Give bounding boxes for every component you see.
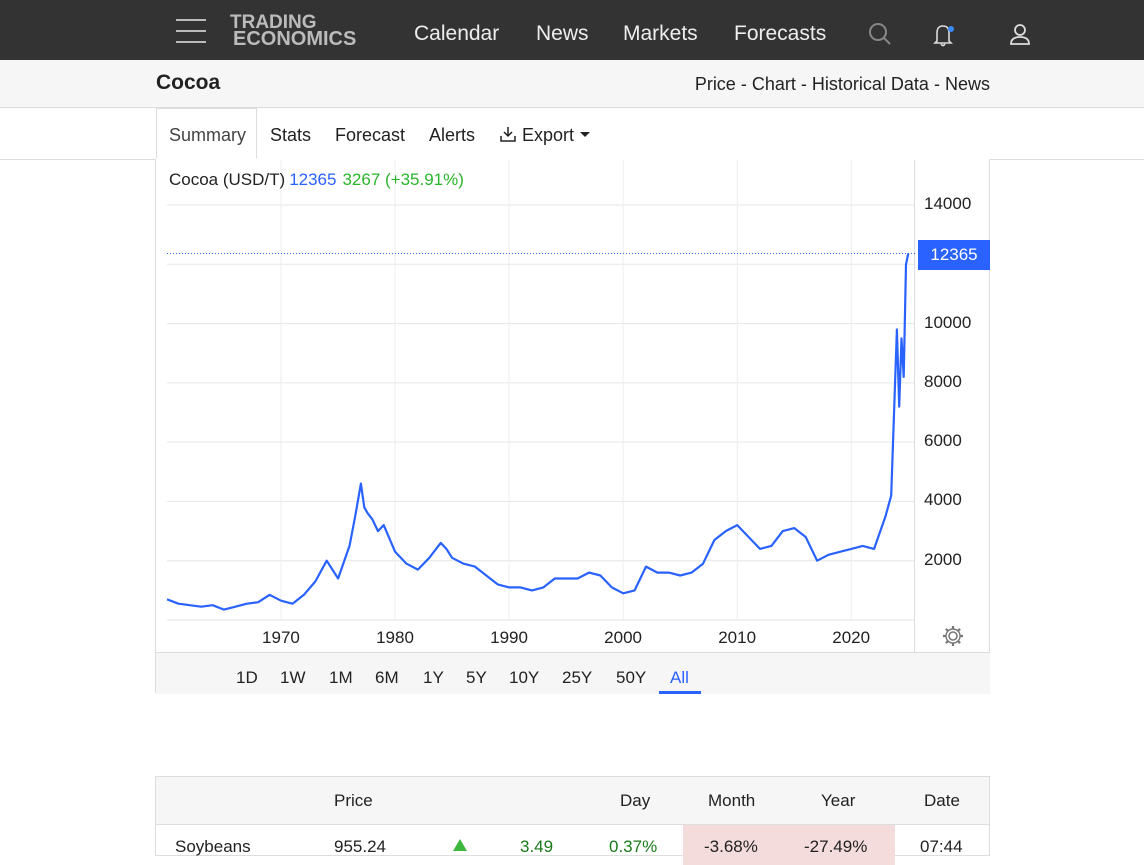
x-tick-label: 2010 bbox=[718, 628, 757, 647]
range-50y-button[interactable]: 50Y bbox=[616, 668, 647, 687]
range-6m-button[interactable]: 6M bbox=[375, 668, 399, 687]
separator: - bbox=[740, 74, 747, 94]
x-tick-label: 2020 bbox=[832, 628, 871, 647]
last-price-tag: 12365 bbox=[918, 240, 990, 270]
user-account-icon[interactable] bbox=[1008, 22, 1032, 46]
y-tick-label: 4000 bbox=[924, 490, 962, 510]
x-tick-label: 2000 bbox=[604, 628, 642, 647]
range-1w-button[interactable]: 1W bbox=[280, 668, 306, 687]
nav-markets-link[interactable]: Markets bbox=[623, 22, 698, 45]
y-tick-label: 14000 bbox=[924, 194, 972, 213]
legend-change: 3267 (+35.91%) bbox=[342, 170, 464, 189]
series-line-cocoa bbox=[166, 253, 910, 611]
range-1d-button[interactable]: 1D bbox=[236, 668, 258, 687]
y-tick-label: 6000 bbox=[924, 431, 962, 451]
x-tick-label: 1970 bbox=[262, 628, 300, 647]
section-links: Price - Chart - Historical Data - News bbox=[695, 74, 990, 95]
chart-grid bbox=[167, 160, 914, 621]
col-price-header: Price bbox=[334, 791, 373, 810]
site-logo[interactable]: TRADING ECONOMICS bbox=[230, 12, 357, 50]
col-year-header: Year bbox=[821, 791, 856, 810]
price-chart[interactable] bbox=[0, 0, 1144, 700]
row-month: -3.68% bbox=[704, 837, 758, 856]
top-navbar: TRADING ECONOMICS Calendar News Markets … bbox=[0, 0, 1144, 60]
legend-series-name: Cocoa (USD/T) bbox=[169, 170, 286, 189]
historical-data-link[interactable]: Historical Data bbox=[811, 74, 929, 94]
row-day: 0.37% bbox=[609, 837, 658, 856]
caret-down-icon bbox=[580, 132, 591, 137]
tab-export[interactable]: Export bbox=[499, 125, 591, 146]
legend-price: 12365 bbox=[289, 170, 337, 189]
y-tick-label: 2000 bbox=[924, 549, 962, 569]
row-change: 3.49 bbox=[520, 837, 554, 856]
y-tick-label: 8000 bbox=[924, 371, 962, 391]
col-day-header: Day bbox=[620, 791, 651, 810]
col-month-header: Month bbox=[708, 791, 756, 810]
nav-calendar-link[interactable]: Calendar bbox=[414, 22, 500, 45]
range-all-button[interactable]: All bbox=[670, 668, 689, 687]
search-icon[interactable] bbox=[868, 22, 892, 46]
range-5y-button[interactable]: 5Y bbox=[466, 668, 487, 687]
tab-bar: Summary Stats Forecast Alerts Export bbox=[0, 108, 1144, 160]
chart-settings-gear-icon[interactable] bbox=[942, 625, 964, 647]
price-link[interactable]: Price bbox=[694, 74, 736, 94]
col-date-header: Date bbox=[924, 791, 960, 810]
range-1y-button[interactable]: 1Y bbox=[423, 668, 444, 687]
download-icon bbox=[500, 127, 516, 142]
page-header: Cocoa Price - Chart - Historical Data - … bbox=[0, 60, 1144, 108]
tab-alerts[interactable]: Alerts bbox=[429, 125, 476, 145]
range-25y-button[interactable]: 25Y bbox=[562, 668, 593, 687]
hamburger-menu-icon[interactable] bbox=[176, 19, 206, 43]
news-link[interactable]: News bbox=[944, 74, 990, 94]
y-axis-divider bbox=[914, 160, 915, 652]
y-tick-label: 10000 bbox=[924, 312, 972, 332]
time-range-bar: 1D 1W 1M 6M 1Y 5Y 10Y 25Y 50Y All bbox=[156, 652, 990, 694]
range-10y-button[interactable]: 10Y bbox=[509, 668, 540, 687]
row-year: -27.49% bbox=[804, 837, 868, 856]
table-header: Price Day Month Year Date bbox=[156, 777, 989, 825]
range-1m-button[interactable]: 1M bbox=[329, 668, 353, 687]
tab-summary[interactable]: Summary bbox=[156, 108, 257, 159]
tab-forecast[interactable]: Forecast bbox=[335, 125, 406, 145]
x-tick-label: 1980 bbox=[376, 628, 414, 647]
row-price: 955.24 bbox=[334, 837, 386, 856]
row-date: 07:44 bbox=[920, 837, 963, 856]
nav-forecasts-link[interactable]: Forecasts bbox=[734, 22, 827, 45]
separator: - bbox=[800, 74, 807, 94]
x-tick-label: 1990 bbox=[490, 628, 528, 647]
up-arrow-icon bbox=[453, 839, 467, 851]
separator: - bbox=[933, 74, 940, 94]
tab-stats[interactable]: Stats bbox=[270, 125, 312, 145]
chart-link[interactable]: Chart bbox=[751, 74, 796, 94]
chart-legend: Cocoa (USD/T) 12365 3267 (+35.91%) bbox=[169, 170, 464, 190]
commodities-table: Price Day Month Year Date Soybeans 955.2… bbox=[155, 776, 990, 865]
active-range-indicator bbox=[659, 691, 701, 694]
nav-news-link[interactable]: News bbox=[536, 22, 589, 45]
notification-bell-icon[interactable] bbox=[931, 22, 957, 48]
table-row-name-link[interactable]: Soybeans bbox=[175, 837, 251, 856]
page-title: Cocoa bbox=[156, 71, 221, 94]
